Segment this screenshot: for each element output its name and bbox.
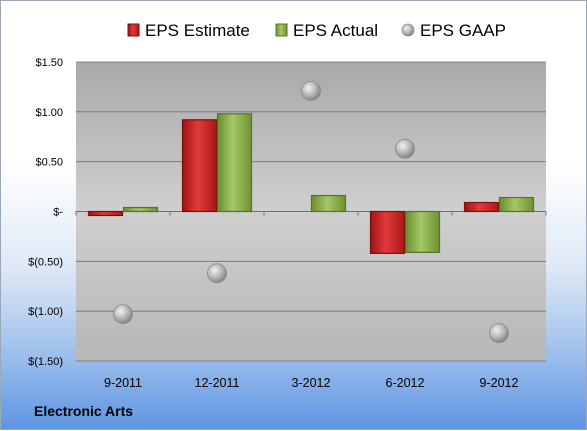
eps-actual-bar xyxy=(216,113,253,213)
eps-actual-bar xyxy=(404,210,441,253)
eps-gaap-point xyxy=(395,138,415,159)
legend-gaap-swatch xyxy=(401,23,415,37)
y-tick-label: $(1.50) xyxy=(28,356,63,368)
eps-gaap-point xyxy=(113,304,133,325)
legend-actual-swatch xyxy=(275,23,288,37)
eps-estimate-bar xyxy=(181,119,218,213)
eps-gaap-point xyxy=(207,263,227,284)
y-tick-label: $0.50 xyxy=(35,157,63,169)
legend-label: EPS Estimate xyxy=(145,21,250,40)
x-tick-label: 3-2012 xyxy=(292,376,331,390)
eps-actual-bar xyxy=(498,196,535,213)
legend-label: EPS GAAP xyxy=(420,21,506,40)
legend-label: EPS Actual xyxy=(293,21,378,40)
legend-estimate-swatch xyxy=(127,23,140,37)
x-tick-label: 12-2011 xyxy=(195,376,240,390)
y-tick-label: $- xyxy=(53,207,63,219)
y-tick-label: $1.50 xyxy=(35,57,63,69)
y-axis: $1.50 $1.00 $0.50 $- $(0.50) $(1.00) $(1.50) xyxy=(28,57,63,368)
eps-gaap-point xyxy=(489,323,509,343)
eps-estimate-bar xyxy=(369,210,406,254)
eps-gaap-point xyxy=(301,81,321,101)
eps-estimate-bar xyxy=(463,201,500,213)
company-name: Electronic Arts xyxy=(34,403,134,419)
x-tick-label: 9-2012 xyxy=(480,376,519,390)
y-tick-label: $(0.50) xyxy=(28,256,63,268)
eps-estimate-bar xyxy=(87,210,124,217)
y-tick-label: $1.00 xyxy=(35,107,63,119)
x-tick-label: 9-2011 xyxy=(104,376,142,390)
legend: EPS Estimate EPS Actual EPS GAAP xyxy=(127,21,506,40)
eps-actual-bar xyxy=(122,206,159,213)
x-tick-label: 6-2012 xyxy=(386,376,425,390)
gaap-points xyxy=(113,81,509,343)
eps-actual-bar xyxy=(310,194,347,213)
y-tick-label: $(1.00) xyxy=(28,306,63,318)
bars xyxy=(87,113,535,254)
